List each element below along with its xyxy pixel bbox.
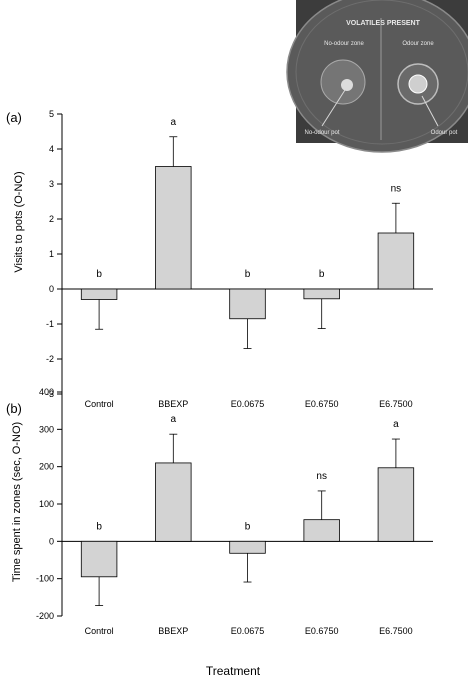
significance-label: b: [245, 269, 251, 280]
category-label: E0.6750: [305, 399, 339, 409]
significance-label: b: [96, 521, 102, 532]
panel-a-error-bars: [95, 136, 400, 349]
y-tick-label: 4: [49, 144, 54, 154]
category-label: E0.0675: [231, 626, 265, 636]
significance-label: a: [393, 419, 399, 430]
y-tick-label: 300: [39, 424, 54, 434]
y-tick-label: -100: [36, 574, 54, 584]
y-tick-label: 200: [39, 462, 54, 472]
y-tick-label: 3: [49, 179, 54, 189]
photo-right-zone: Odour zone: [402, 41, 434, 47]
panel-b-label: (b): [6, 401, 22, 416]
arena-photo: VOLATILES PRESENT No-odour zone Odour zo…: [286, 0, 468, 153]
panel-a-y-ticks: -3 -2 -1 0 1 2 3 4 5: [46, 109, 62, 399]
category-label: E6.7500: [379, 399, 413, 409]
chart-panel-a: (a) Visits to pots (O-NO) -3 -2 -1 0 1 2 3 4 5 b…: [6, 109, 433, 409]
panel-a-category-labels: Control BBEXP E0.0675 E0.6750 E6.7500: [85, 399, 413, 409]
no-odour-pot-light: [341, 79, 353, 91]
y-tick-label: 100: [39, 499, 54, 509]
category-label: E0.6750: [305, 626, 339, 636]
panel-b-y-axis-label: Time spent in zones (sec, O-NO): [11, 422, 23, 582]
panel-a-label: (a): [6, 110, 22, 125]
bar: [229, 288, 266, 320]
bar: [155, 462, 192, 542]
photo-left-zone: No-odour zone: [324, 41, 364, 47]
category-label: Control: [85, 399, 114, 409]
category-label: BBEXP: [158, 626, 188, 636]
y-tick-label: -1: [46, 319, 54, 329]
y-tick-label: -3: [46, 389, 54, 399]
no-odour-pot-pointer: [321, 89, 346, 127]
category-label: BBEXP: [158, 399, 188, 409]
y-tick-label: -2: [46, 354, 54, 364]
panel-b-bars: [80, 462, 415, 578]
bar: [377, 232, 415, 290]
y-tick-label: 5: [49, 109, 54, 119]
significance-label: b: [245, 521, 251, 532]
panel-b-y-ticks: -200 -100 0 100 200 300 400: [36, 387, 62, 621]
arena-dish-inner: [295, 0, 468, 145]
bar: [377, 467, 415, 542]
category-label: E6.7500: [379, 626, 413, 636]
significance-label: a: [171, 414, 177, 425]
panel-b-x-axis-label: Treatment: [206, 664, 261, 678]
significance-label: ns: [391, 183, 402, 194]
panel-a-bars: [80, 166, 415, 320]
panel-b-significance-labels: b a b ns a: [96, 414, 399, 532]
photo-header: VOLATILES PRESENT: [346, 20, 420, 27]
chart-panel-b: (b) Time spent in zones (sec, O-NO) Trea…: [6, 387, 433, 678]
y-tick-label: 0: [49, 536, 54, 546]
y-tick-label: 0: [49, 284, 54, 294]
photo-left-pot: No-odour pot: [304, 130, 339, 136]
category-label: E0.0675: [231, 399, 265, 409]
bar: [80, 540, 118, 578]
significance-label: b: [319, 269, 325, 280]
significance-label: a: [171, 117, 177, 128]
odour-pot-pointer: [421, 95, 439, 127]
y-tick-label: -200: [36, 611, 54, 621]
panel-b-error-bars: [95, 433, 400, 606]
odour-pot-center: [408, 74, 428, 94]
panel-a-y-axis-label: Visits to pots (O-NO): [13, 171, 25, 272]
arena-dish: [286, 0, 468, 153]
photo-right-pot: Odour pot: [431, 130, 458, 136]
category-label: Control: [85, 626, 114, 636]
significance-label: ns: [316, 471, 327, 482]
bar: [229, 540, 266, 554]
panel-b-category-labels: Control BBEXP E0.0675 E0.6750 E6.7500: [85, 626, 413, 636]
bar: [303, 288, 340, 300]
panel-a-axes: [61, 114, 433, 394]
bar: [303, 519, 340, 542]
panel-a-significance-labels: b a b b ns: [96, 117, 401, 280]
significance-label: b: [96, 269, 102, 280]
bar: [155, 166, 192, 290]
y-tick-label: 2: [49, 214, 54, 224]
bar: [80, 288, 118, 300]
y-tick-label: 400: [39, 387, 54, 397]
y-tick-label: 1: [49, 249, 54, 259]
